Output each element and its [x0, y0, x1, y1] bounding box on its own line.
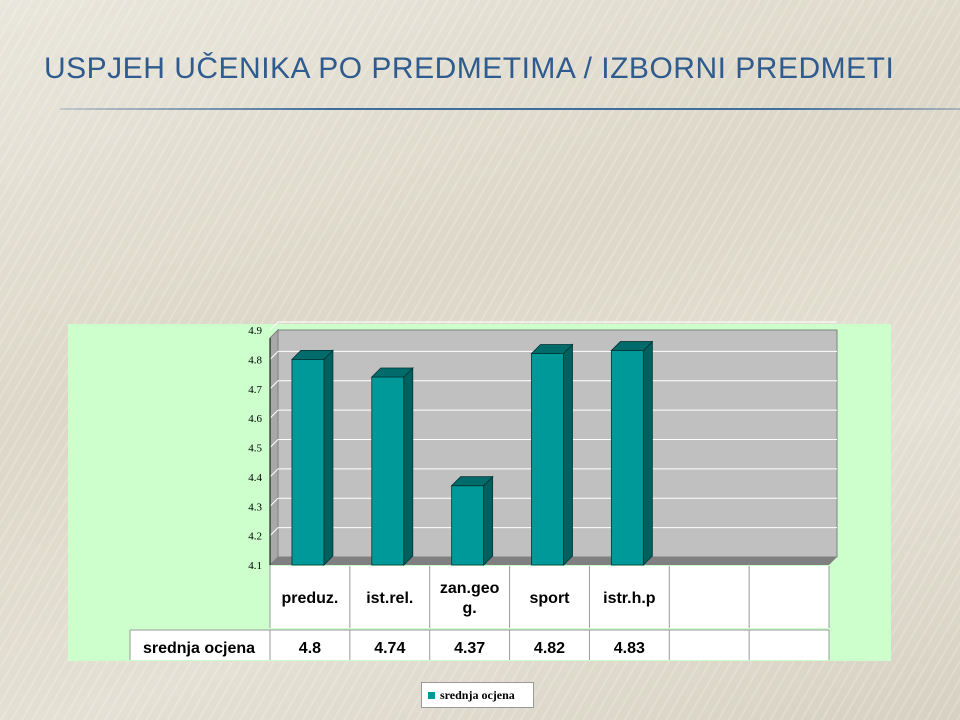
bar-top [370, 367, 414, 378]
bar-top [290, 349, 334, 360]
x-category-label-line: istr.h.p [603, 590, 656, 607]
slide-title: USPJEH UČENIKA PO PREDMETIMA / IZBORNI P… [44, 52, 895, 85]
title-divider [60, 108, 960, 110]
y-tick-label: 4.7 [248, 384, 262, 396]
y-tick-label: 4.3 [248, 501, 262, 513]
bar-side [563, 343, 573, 566]
table-value-label: 4.37 [454, 640, 485, 657]
y-tick-label: 4.2 [248, 531, 262, 543]
x-category-label: preduz. [281, 590, 338, 607]
bar-side [403, 367, 414, 566]
gridline-side [269, 468, 279, 478]
y-tick-label: 4.5 [248, 443, 262, 455]
gridline-side [269, 439, 279, 448]
y-tick-label: 4.9 [248, 325, 262, 337]
legend: srednja ocjena [421, 682, 534, 708]
gridline-side [269, 409, 279, 419]
x-category-label-line: g. [463, 600, 477, 617]
bar-side [323, 349, 334, 566]
bar-front [531, 353, 564, 566]
x-category-label: ist.rel. [366, 590, 413, 607]
gridline-side [269, 351, 279, 360]
y-tick-label: 4.1 [248, 560, 262, 572]
bar-top [530, 344, 574, 354]
bar-top [610, 341, 654, 351]
y-tick-label: 4.6 [248, 413, 262, 425]
table-series-label: srednja ocjena [143, 640, 255, 657]
bar-front [451, 485, 485, 566]
x-category-label-line: zan.geo [440, 580, 500, 597]
bar [610, 340, 654, 566]
x-category-label: zan.geo g. [440, 580, 500, 617]
table-value-label: 4.74 [374, 640, 405, 657]
bar [370, 367, 414, 566]
gridline-side [269, 527, 279, 536]
x-category-label: istr.h.p [603, 590, 656, 607]
plot-side-wall [269, 328, 279, 567]
gridline-side [269, 321, 279, 331]
x-category-label-line: ist.rel. [366, 590, 413, 607]
gridline-side [269, 380, 279, 390]
x-category-label-line: preduz. [281, 590, 338, 607]
y-tick-label: 4.4 [248, 472, 262, 484]
bar [530, 343, 574, 566]
bar [450, 475, 494, 566]
bar [290, 349, 334, 566]
bar-front [371, 376, 405, 566]
bar-side [642, 340, 653, 566]
y-tick-label: 4.8 [248, 354, 262, 366]
table-value-row-bg [130, 630, 829, 660]
table-value-label: 4.8 [299, 640, 321, 657]
bar-front [291, 358, 325, 566]
bar-front [610, 350, 644, 566]
table-value-label: 4.82 [534, 640, 565, 657]
x-category-label: sport [530, 590, 571, 607]
legend-label: srednja ocjena [440, 687, 515, 702]
legend-swatch [428, 691, 435, 699]
gridline-side [269, 497, 279, 507]
table-value-label: 4.83 [614, 640, 645, 657]
bar-top [450, 476, 494, 487]
table-category-row-bg [270, 566, 829, 628]
bar-side [483, 475, 494, 566]
x-category-label-line: sport [530, 590, 571, 607]
